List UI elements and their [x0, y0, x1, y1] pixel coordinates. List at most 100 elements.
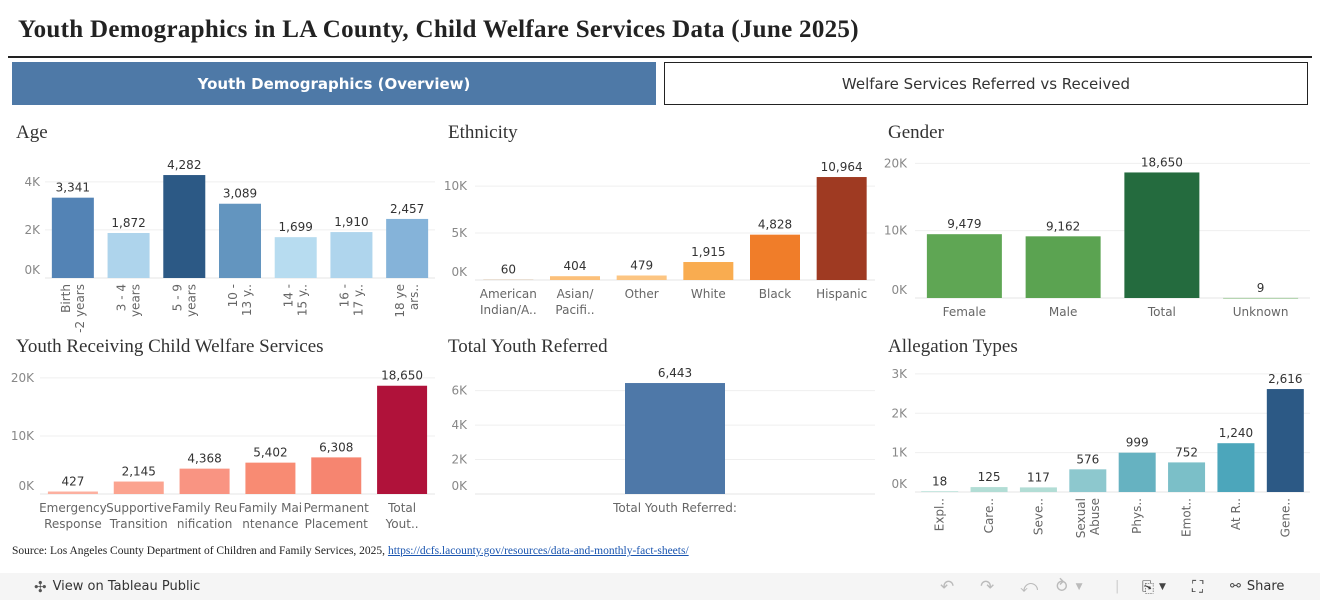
redo-icon[interactable]: ↷: [980, 576, 995, 597]
source-text: Source: Los Angeles County Department of…: [12, 545, 386, 557]
bar-value-label: 1,915: [691, 245, 725, 259]
bar-value-label: 18,650: [1141, 155, 1183, 169]
x-category-label: 13 y..: [240, 284, 254, 316]
x-category-label: Male: [1049, 305, 1077, 319]
bar[interactable]: [311, 457, 362, 494]
bar[interactable]: [1118, 452, 1156, 492]
age-chart-title: Age: [16, 122, 48, 143]
x-category-label: nification: [177, 517, 232, 531]
bar[interactable]: [179, 468, 230, 494]
x-category-label: 15 y..: [296, 284, 310, 316]
bar-value-label: 576: [1076, 452, 1099, 466]
bar[interactable]: [750, 234, 800, 280]
x-category-label: Pacifi..: [555, 303, 594, 317]
bar[interactable]: [683, 262, 734, 280]
x-category-label: Seve..: [1031, 498, 1045, 535]
y-tick-label: 3K: [891, 367, 908, 381]
referred-chart-title: Total Youth Referred: [448, 336, 608, 357]
bar[interactable]: [47, 491, 98, 494]
bar[interactable]: [274, 237, 317, 278]
bar[interactable]: [1124, 172, 1200, 298]
bar[interactable]: [330, 232, 373, 278]
bar-value-label: 6,308: [319, 440, 353, 454]
bar-value-label: 1,910: [334, 215, 368, 229]
bar[interactable]: [1217, 443, 1255, 492]
bar[interactable]: [616, 275, 667, 280]
bar-value-label: 6,443: [658, 366, 692, 380]
x-category-label: Total: [1147, 305, 1176, 319]
x-category-label: Phys..: [1130, 498, 1144, 534]
bar[interactable]: [1223, 297, 1299, 299]
bar-value-label: 4,828: [758, 218, 792, 232]
bar-value-label: 9: [1257, 281, 1265, 295]
y-tick-label: 0K: [451, 479, 468, 493]
fullscreen-icon[interactable]: ⛶: [1192, 576, 1204, 596]
x-category-label: Expl..: [933, 498, 947, 531]
bar[interactable]: [51, 197, 94, 278]
tableau-footer: ✣ View on Tableau Public ↶ ↷ ⤺ ⥁ ▼ | ⎘ ▼ ⛶…: [0, 573, 1320, 600]
bar[interactable]: [1266, 389, 1304, 492]
bar-value-label: 117: [1027, 470, 1050, 484]
bar[interactable]: [107, 232, 150, 278]
y-tick-label: 4K: [451, 418, 468, 432]
x-category-label: Abuse: [1088, 498, 1102, 535]
toolbar-divider: |: [1115, 579, 1120, 594]
view-on-tableau-button[interactable]: ✣ View on Tableau Public: [34, 573, 200, 600]
bar[interactable]: [1025, 236, 1101, 298]
x-category-label: At R..: [1229, 498, 1243, 530]
bar-value-label: 18,650: [381, 369, 423, 383]
x-category-label: White: [691, 287, 726, 301]
referred-chart: 0K 2K 4K 6K 6,443 Total Youth Referred:: [451, 366, 875, 515]
bar[interactable]: [245, 462, 296, 494]
view-on-tableau-label: View on Tableau Public: [52, 579, 201, 594]
bar[interactable]: [970, 487, 1008, 492]
x-category-label: Black: [759, 287, 792, 301]
bar[interactable]: [113, 481, 164, 494]
y-tick-label: 1K: [891, 446, 908, 460]
bar[interactable]: [625, 383, 725, 494]
bar[interactable]: [926, 234, 1002, 298]
bar[interactable]: [921, 491, 959, 492]
x-category-label: years: [129, 284, 143, 317]
x-category-label: years: [184, 284, 198, 317]
x-category-label: Emot..: [1180, 498, 1194, 537]
bar-value-label: 18: [932, 474, 947, 488]
bar-value-label: 9,479: [947, 217, 981, 231]
revert-icon[interactable]: ⤺: [1020, 576, 1039, 597]
y-tick-label: 0K: [891, 477, 908, 491]
x-category-label: Gene..: [1278, 498, 1292, 537]
bar[interactable]: [1168, 462, 1206, 492]
bar[interactable]: [1069, 469, 1107, 492]
bar[interactable]: [386, 218, 429, 278]
bar-value-label: 479: [630, 259, 653, 273]
x-category-label: Indian/A..: [480, 303, 537, 317]
bar-value-label: 1,699: [279, 220, 313, 234]
undo-icon[interactable]: ↶: [940, 576, 955, 597]
ethnicity-chart-title: Ethnicity: [448, 122, 518, 143]
bar[interactable]: [219, 203, 261, 278]
bar[interactable]: [483, 279, 534, 280]
y-tick-label: 20K: [884, 156, 908, 170]
bar[interactable]: [163, 175, 206, 278]
tab-welfare-services[interactable]: Welfare Services Referred vs Received: [664, 62, 1308, 105]
bar-value-label: 2,616: [1268, 372, 1302, 386]
y-tick-label: 2K: [891, 406, 908, 420]
allegation-chart: 0K 1K 2K 3K 18 Expl.. 125 Care.. 117 Seve.. 576 Sex…: [891, 367, 1310, 538]
source-link[interactable]: https://dcfs.lacounty.gov/resources/data…: [387, 545, 689, 557]
refresh-icon[interactable]: ⥁ ▼: [1056, 576, 1083, 597]
tab-youth-demographics[interactable]: Youth Demographics (Overview): [12, 62, 656, 105]
x-category-label: 14 -: [282, 284, 296, 307]
bar[interactable]: [1019, 487, 1057, 492]
bar[interactable]: [377, 385, 428, 494]
bar[interactable]: [816, 177, 867, 280]
x-category-label: 18 ye: [393, 284, 407, 318]
x-category-label: Permanent: [304, 501, 370, 515]
y-tick-label: 2K: [451, 453, 468, 467]
bar-value-label: 4,368: [187, 452, 221, 466]
x-category-label: Response: [44, 517, 102, 531]
x-category-label: Total: [387, 501, 416, 515]
bar[interactable]: [550, 276, 600, 280]
download-icon[interactable]: ⎘ ▼: [1142, 577, 1166, 596]
share-button[interactable]: ⚯ Share: [1230, 573, 1284, 600]
x-category-label: 10 -: [226, 284, 240, 307]
